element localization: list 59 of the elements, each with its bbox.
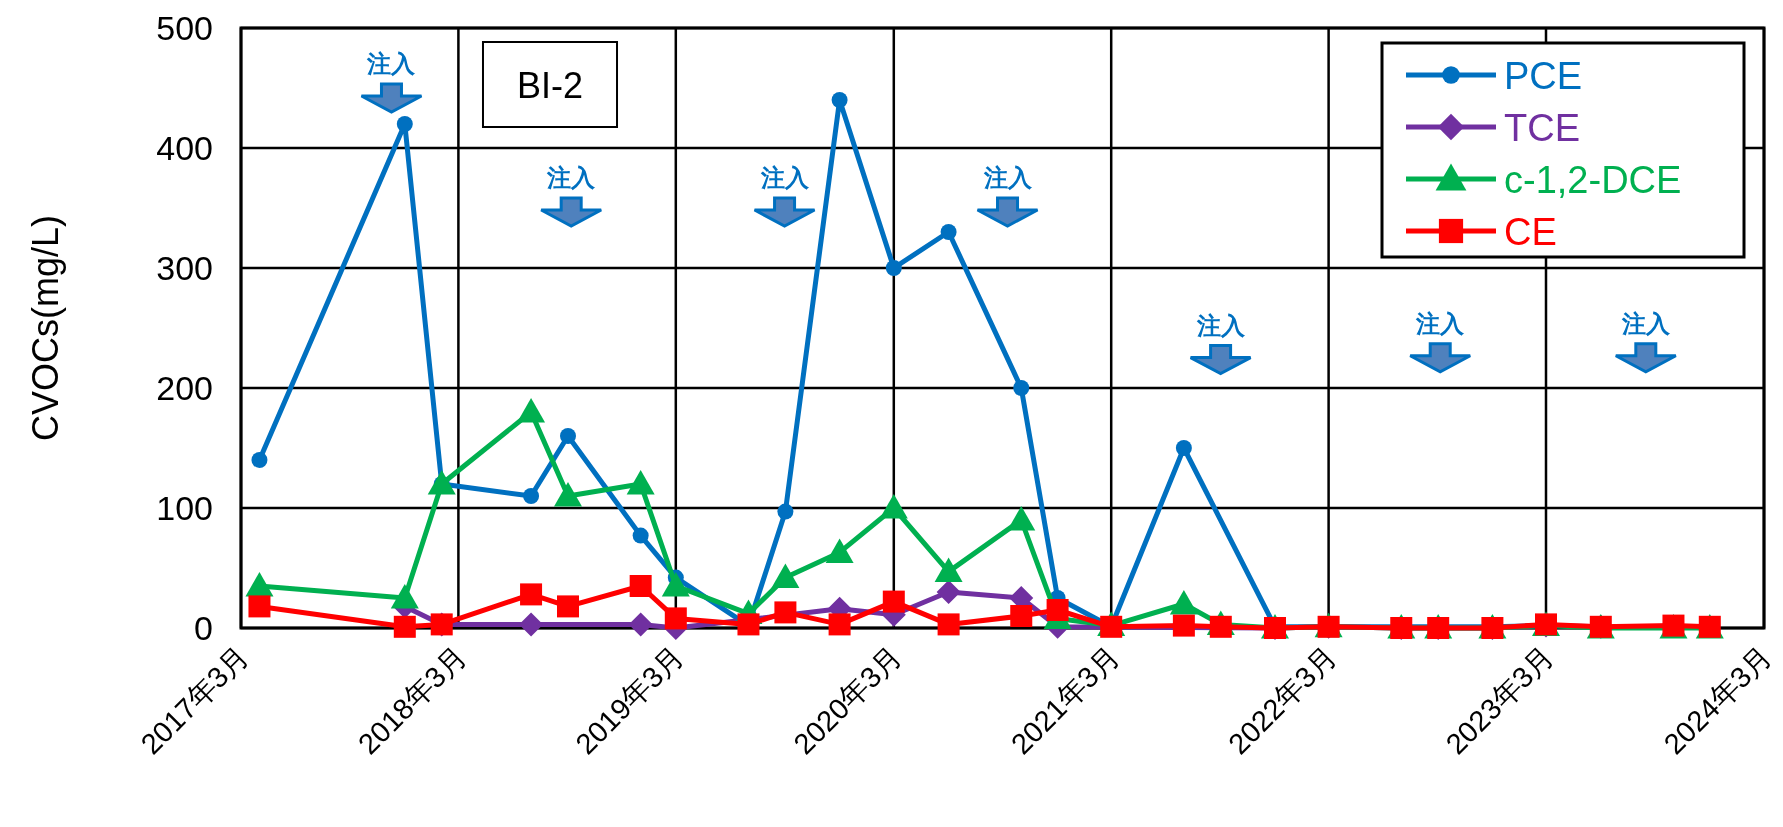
legend-label: CE [1504,211,1557,253]
point [393,615,416,638]
point [777,503,794,520]
point [882,590,905,613]
point [519,612,544,637]
point [251,452,268,468]
y-tick-label: 0 [194,609,213,647]
point [557,595,579,618]
y-tick-label: 400 [156,129,213,167]
point [774,601,797,624]
legend-label: TCE [1504,107,1580,149]
point [1175,440,1192,456]
point [1169,590,1198,615]
annotation: 注入 [1195,311,1246,339]
point [390,584,419,609]
point [661,572,690,597]
point [248,595,271,618]
point [523,488,540,504]
point [831,92,848,108]
point [940,224,957,240]
point [825,538,854,563]
point [517,398,546,423]
y-tick-label: 500 [156,9,213,47]
point [934,557,963,583]
point [937,613,960,636]
annotation: 注入 [1620,309,1671,337]
text: BI-2 [516,65,584,106]
point [1046,599,1069,621]
point [828,613,851,636]
point [427,470,456,495]
point [1172,614,1195,637]
point [771,563,800,589]
point [628,612,653,637]
legend-label: PCE [1504,55,1583,97]
point [396,116,413,132]
point [629,575,652,597]
annotation: 注入 [546,164,597,191]
y-tick-label: 100 [156,489,213,527]
point [1013,380,1030,396]
annotation: 注入 [759,164,810,191]
legend-label: c-1,2-DCE [1504,159,1682,201]
annotation: 注入 [982,164,1033,191]
point [554,482,582,507]
point [1010,605,1033,627]
point [520,583,543,606]
annotation: 注入 [1415,309,1466,337]
point [632,527,649,544]
point [1007,506,1036,531]
point [885,260,902,276]
y-tick-label: 300 [156,249,213,287]
y-axis-title: CVOCs(mg/L) [25,214,66,442]
point [936,580,961,604]
point [626,470,655,495]
point [737,613,760,636]
annotation: 注入 [366,50,417,77]
point [879,494,908,519]
point [664,607,687,630]
point [560,428,576,444]
y-tick-label: 200 [156,369,213,407]
